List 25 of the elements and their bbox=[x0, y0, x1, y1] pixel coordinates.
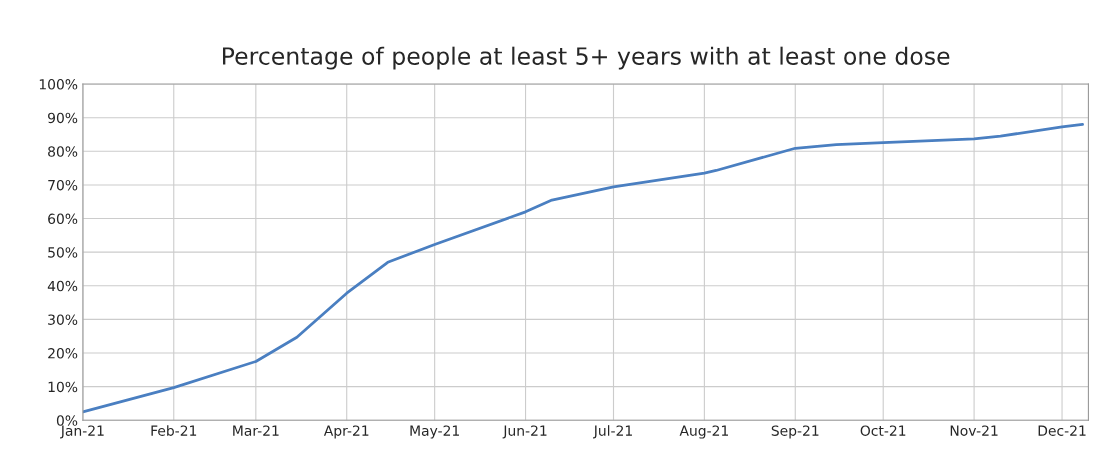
x-tick-label: Aug-21 bbox=[679, 425, 728, 439]
x-tick-label: Jun-21 bbox=[502, 425, 547, 439]
x-tick-label: Mar-21 bbox=[233, 425, 279, 436]
y-tick-label: 40% bbox=[47, 280, 78, 292]
x-tick-label: Nov-21 bbox=[950, 425, 998, 436]
y-tick-label: 70% bbox=[48, 179, 78, 191]
x-tick-label: Jan-21 bbox=[60, 425, 104, 439]
y-tick-label: 20% bbox=[48, 348, 78, 359]
x-tick-label: Oct-21 bbox=[860, 425, 906, 436]
y-tick-label: 60% bbox=[48, 213, 78, 225]
y-tick-label: 100% bbox=[39, 79, 78, 90]
y-tick-label: 90% bbox=[48, 112, 78, 124]
line-series bbox=[82, 123, 1084, 414]
x-tick-label: Dec-21 bbox=[1038, 425, 1086, 436]
x-tick-label: May-21 bbox=[410, 425, 459, 439]
x-tick-label: Jul-21 bbox=[593, 425, 632, 439]
x-tick-label: Feb-21 bbox=[151, 425, 197, 436]
x-tick-label: Apr-21 bbox=[323, 425, 369, 439]
y-tick-label: 80% bbox=[48, 146, 78, 157]
x-tick-label: Sep-21 bbox=[771, 425, 819, 439]
y-tick-label: 50% bbox=[48, 247, 78, 258]
chart-title: Percentage of people at least 5+ years with at least one dose bbox=[223, 46, 950, 70]
y-tick-label: 10% bbox=[48, 381, 78, 393]
y-tick-label: 30% bbox=[48, 314, 78, 325]
y-tick-label: 0% bbox=[56, 415, 78, 426]
